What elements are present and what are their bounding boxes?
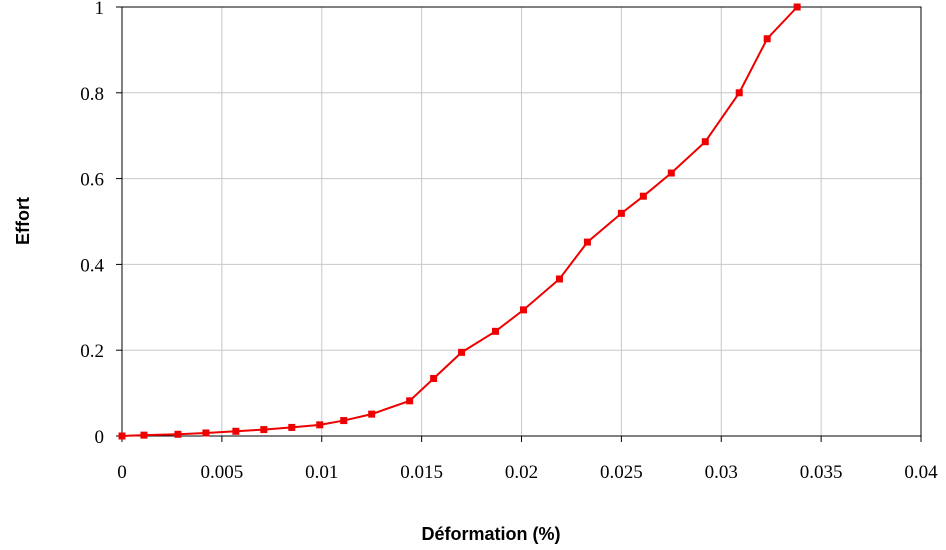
x-axis-ticks: 0 0.005 0.01 0.015 0.02 0.025 0.03 0.035 0.04 xyxy=(117,436,938,483)
y-tick-label: 0.8 xyxy=(80,84,104,105)
data-point-marker xyxy=(617,209,625,217)
data-point-marker xyxy=(202,429,210,437)
data-point-marker xyxy=(458,348,466,356)
data-point-marker xyxy=(763,35,771,43)
y-tick-label: 0.2 xyxy=(80,341,104,362)
x-tick-label: 0.03 xyxy=(705,462,738,483)
data-point-marker xyxy=(232,427,240,435)
y-tick-label: 1 xyxy=(95,0,105,19)
data-point-marker xyxy=(368,410,376,418)
x-tick-label: 0.005 xyxy=(201,462,244,483)
data-point-marker xyxy=(735,89,743,97)
y-tick-label: 0.4 xyxy=(80,255,104,276)
data-point-marker xyxy=(340,417,348,425)
data-point-marker xyxy=(430,375,438,383)
x-tick-label: 0 xyxy=(117,462,127,483)
x-tick-label: 0.01 xyxy=(305,462,338,483)
x-tick-label: 0.02 xyxy=(505,462,538,483)
data-point-marker xyxy=(639,192,647,200)
data-point-marker xyxy=(174,430,182,438)
x-tick-label: 0.025 xyxy=(600,462,643,483)
y-tick-label: 0 xyxy=(95,427,105,448)
x-tick-label: 0.035 xyxy=(800,462,843,483)
data-point-marker xyxy=(140,431,148,439)
x-tick-label: 0.04 xyxy=(904,462,938,483)
series-group xyxy=(118,3,801,440)
x-tick-label: 0.015 xyxy=(400,462,443,483)
grid xyxy=(121,6,922,437)
data-point-marker xyxy=(492,327,500,335)
series-line xyxy=(121,6,798,437)
data-point-marker xyxy=(583,238,591,246)
data-point-marker xyxy=(260,426,268,434)
x-axis-title: Déformation (%) xyxy=(422,524,561,544)
data-point-marker xyxy=(555,275,563,283)
y-axis-ticks: 0 0.2 0.4 0.6 0.8 1 xyxy=(80,0,122,448)
data-point-marker xyxy=(701,138,709,146)
data-point-marker xyxy=(118,432,126,440)
data-point-marker xyxy=(667,169,675,177)
y-axis-title: Effort xyxy=(13,197,33,245)
data-point-marker xyxy=(288,423,296,431)
data-point-marker xyxy=(406,397,414,405)
data-point-marker xyxy=(316,421,324,429)
data-point-marker xyxy=(793,3,801,11)
y-tick-label: 0.6 xyxy=(80,170,104,191)
data-point-marker xyxy=(519,306,527,314)
